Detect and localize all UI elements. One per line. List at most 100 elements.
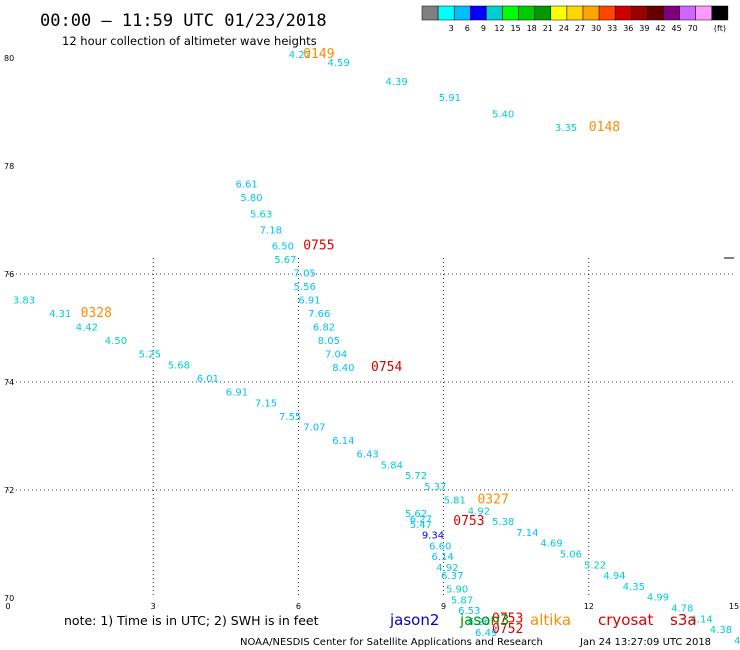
wave-height-value: 6.53	[458, 606, 480, 617]
pass-time-label: 0754	[371, 360, 402, 375]
satellite-legend: jason2 jason3 altika cryosat s3a	[389, 611, 697, 629]
wave-height-value: 4.59	[327, 58, 349, 69]
x-tick-label: 9	[441, 602, 446, 611]
wave-height-points: 4.22 4.59 4.39 5.91 5.40 3.35 6.61 5.80 5.63 7.18…	[13, 50, 740, 647]
wave-height-value: 7.04	[325, 350, 347, 361]
wave-height-value: 5.72	[405, 471, 427, 482]
wave-height-value: 6.50	[272, 242, 294, 253]
wave-height-value: 7.66	[308, 309, 330, 320]
pass-time-label: 0148	[589, 120, 620, 135]
scale-swatch	[679, 5, 696, 21]
y-tick-label: 72	[4, 486, 14, 495]
x-tick-label: 12	[584, 602, 594, 611]
scale-swatch	[453, 5, 471, 21]
wave-height-value: 4.42	[76, 323, 98, 334]
wave-height-value: 6.14	[332, 436, 354, 447]
wave-height-value: 4.38	[710, 625, 732, 636]
wave-height-value: 5.56	[294, 282, 316, 293]
scale-label: 70	[688, 24, 698, 33]
scale-swatch	[663, 5, 680, 21]
y-tick-label: 74	[4, 378, 14, 387]
pass-time-labels: 014901480755075403280327075307530752032	[81, 47, 621, 637]
pass-time-label: 0753	[492, 611, 523, 626]
wave-height-value: 5.37	[424, 482, 446, 493]
grid	[8, 258, 734, 598]
scale-swatch	[518, 5, 535, 21]
footer-agency: NOAA/NESDIS Center for Satellite Applica…	[240, 637, 543, 648]
wave-height-value: 7.07	[303, 423, 325, 434]
satellite-s3a: s3a	[670, 611, 697, 629]
scale-label: 30	[591, 24, 601, 33]
scale-swatch	[437, 5, 455, 21]
scale-label: 3	[449, 24, 454, 33]
scale-label: 21	[543, 24, 553, 33]
y-tick-label: 80	[4, 54, 14, 63]
pass-time-label: 0753	[453, 514, 484, 529]
wave-height-value: 6.82	[313, 323, 335, 334]
wave-height-value: 6.26	[468, 617, 490, 628]
wave-height-value: 4.31	[49, 309, 71, 320]
satellite-jason3: jason3	[459, 611, 509, 629]
wave-height-value: 6.14	[432, 552, 454, 563]
note-text: note: 1) Time is in UTC; 2) SWH is in fe…	[64, 613, 319, 628]
wave-height-value: 5.06	[560, 550, 582, 561]
scale-swatch	[502, 5, 519, 21]
scale-swatch	[566, 5, 584, 21]
scale-unit: (ft)	[714, 24, 726, 33]
scale-label: 12	[494, 24, 504, 33]
scale-swatch	[614, 5, 632, 21]
wave-height-value: 7.14	[516, 528, 538, 539]
color-scale: 3 6 9 12 15 18 21 24 27 30 33 36 39 42 45 70 (ft)	[421, 5, 729, 33]
wave-height-value: 5.25	[139, 350, 161, 361]
wave-height-value: 6.61	[235, 180, 257, 191]
pass-time-label: 0149	[303, 47, 334, 62]
wave-height-value: 8.05	[318, 336, 340, 347]
y-tick-label: 76	[4, 270, 14, 279]
wave-height-value: 5.84	[381, 460, 403, 471]
x-tick-label: 0	[5, 602, 10, 611]
scale-swatch	[598, 5, 616, 21]
wave-height-value: 6.01	[197, 374, 219, 385]
x-tick-label: 3	[151, 602, 156, 611]
satellite-altika: altika	[530, 611, 571, 629]
page-title: 00:00 – 11:59 UTC 01/23/2018	[40, 11, 327, 31]
pass-time-label: 0328	[81, 306, 112, 321]
scale-label: 36	[623, 24, 633, 33]
wave-height-value: 7.15	[255, 398, 277, 409]
wave-height-value: 5.67	[274, 255, 296, 266]
axes: 0 3 6 9 12 15 80 78 76 74 72 70	[4, 54, 739, 611]
wave-height-value: 5.81	[444, 496, 466, 507]
wave-height-value: 4.69	[540, 539, 562, 550]
wave-height-value: 4.92	[436, 563, 458, 574]
scale-swatch	[631, 5, 648, 21]
scale-swatch	[582, 5, 600, 21]
wave-height-value: 5.63	[250, 209, 272, 220]
scale-label: 9	[481, 24, 486, 33]
wave-height-value: 4.22	[289, 50, 311, 61]
wave-height-value: 8.40	[332, 363, 354, 374]
page-subtitle: 12 hour collection of altimeter wave hei…	[62, 34, 317, 48]
y-tick-label: 70	[4, 594, 14, 603]
wave-height-value: 4.14	[690, 614, 712, 625]
wave-height-value: 6.27	[410, 514, 432, 525]
satellite-cryosat: cryosat	[598, 611, 653, 629]
pass-time-label: 0752	[492, 622, 523, 637]
wave-height-value: 5.90	[446, 585, 468, 596]
scale-swatch	[550, 5, 568, 21]
satellite-jason2: jason2	[389, 611, 439, 629]
scale-swatch	[711, 5, 729, 21]
wave-height-value: 7.18	[260, 226, 282, 237]
wave-height-value: 4.92	[468, 506, 490, 517]
wave-height-value: 4.50	[105, 336, 127, 347]
scale-label: 15	[511, 24, 521, 33]
wave-height-value: 5.62	[405, 509, 427, 520]
wave-height-value: 5.87	[451, 595, 473, 606]
wave-height-value: 9.34	[422, 531, 444, 542]
wave-height-value: 6.37	[441, 571, 463, 582]
wave-height-value: 4.99	[647, 593, 669, 604]
scale-label: 45	[672, 24, 682, 33]
wave-height-value: 5.91	[439, 93, 461, 104]
wave-height-value: 6.43	[356, 450, 378, 461]
scale-label: 18	[527, 24, 537, 33]
